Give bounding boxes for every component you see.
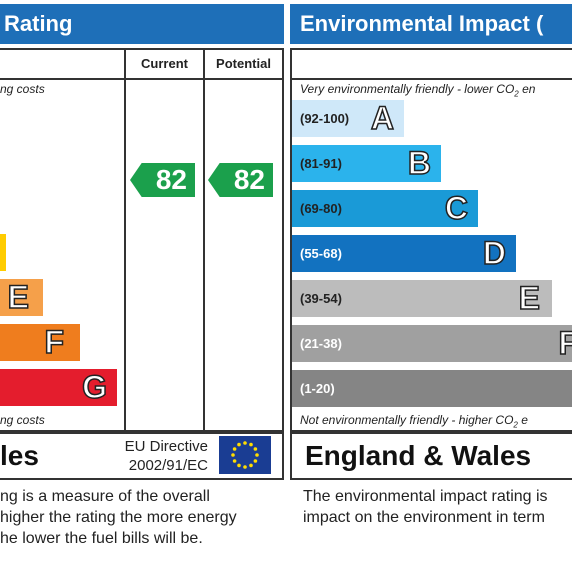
potential-column-divider [203,48,205,432]
environmental-top-note: Very environmentally friendly - lower CO… [300,82,572,98]
eu-directive-label: EU Directive 2002/91/EC [108,437,208,475]
eu-directive-line2: 2002/91/EC [128,457,208,474]
energy-band-g: G [0,369,117,406]
current-rating-value: 82 [155,164,187,195]
env-band-letter: F [558,325,572,362]
env-band-f: (21-38) F [292,325,572,362]
energy-region-label: les [0,440,39,471]
eu-directive-line1: EU Directive [124,438,208,455]
environmental-header-divider [290,78,572,80]
potential-rating-value: 82 [233,164,265,195]
env-band-letter: E [518,280,541,317]
potential-column-header: Potential [216,56,271,71]
env-band-letter: D [482,235,507,272]
env-band-range: (21-38) [300,336,342,351]
environmental-bottom-note: Not environmentally friendly - higher CO… [300,413,572,429]
energy-rating-chart [0,48,284,432]
env-band-range: (69-80) [300,201,342,216]
env-top-note-suffix: en [518,82,536,96]
eu-stars-icon [231,441,259,469]
env-bottom-note-subscript: 2 [513,420,518,430]
energy-band-letter: E [7,279,30,316]
environmental-footer [290,432,572,480]
current-rating-arrow: 82 [130,163,195,197]
energy-bottom-note: ng costs [0,413,45,427]
energy-band-d [0,234,6,271]
env-band-range: (81-91) [300,156,342,171]
energy-band-f: F [0,324,80,361]
env-band-c: (69-80) C [292,190,478,227]
energy-description-line: ng is a measure of the overall [0,488,210,505]
env-band-range: (1-20) [300,381,335,396]
env-bottom-note-text: Not environmentally friendly - higher CO [300,413,514,427]
env-band-d: (55-68) D [292,235,516,272]
env-bottom-note-suffix: e [517,413,528,427]
energy-band-letter: G [81,369,107,406]
energy-rating-header: Rating [0,4,284,44]
potential-rating-arrow: 82 [208,163,273,197]
energy-description: ng is a measure of the overall higher th… [0,486,237,549]
energy-rating-title: Rating [4,11,73,36]
env-band-range: (92-100) [300,111,350,126]
current-column-divider [124,48,126,432]
env-band-e: (39-54) E [292,280,552,317]
environmental-description-line: impact on the environment in term [303,509,545,526]
eu-flag-icon [219,436,271,474]
environmental-region-label: England & Wales [305,440,532,471]
energy-description-line: higher the rating the more energy [0,509,237,526]
env-band-letter: B [407,145,432,182]
energy-header-divider [0,78,284,80]
env-band-letter: C [444,190,469,227]
env-top-note-text: Very environmentally friendly - lower CO [300,82,515,96]
env-band-letter: A [370,100,395,137]
env-top-note-subscript: 2 [514,89,519,99]
env-band-g: (1-20) [292,370,572,407]
current-column-header: Current [141,56,188,71]
environmental-impact-header: Environmental Impact ( [290,4,572,44]
env-band-b: (81-91) B [292,145,441,182]
environmental-description-line: The environmental impact rating is [303,488,548,505]
energy-description-line: he lower the fuel bills will be. [0,530,203,547]
energy-band-letter: F [44,324,65,361]
environmental-description: The environmental impact rating is impac… [303,486,548,528]
energy-band-e: E [0,279,43,316]
energy-top-note: ng costs [0,82,45,96]
environmental-impact-title: Environmental Impact ( [300,11,544,36]
env-band-range: (55-68) [300,246,342,261]
env-band-range: (39-54) [300,291,342,306]
env-band-a: (92-100) A [292,100,404,137]
